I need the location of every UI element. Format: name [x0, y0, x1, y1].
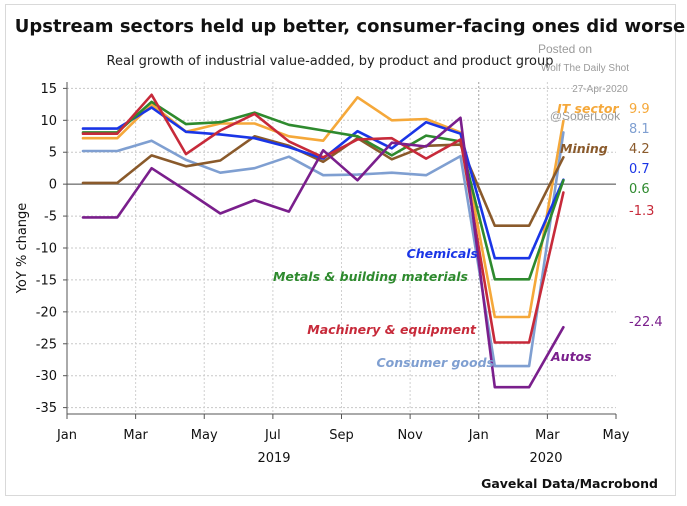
series-name-label: Autos: [550, 349, 592, 364]
x-tick-label: Jan: [56, 428, 77, 443]
y-tick-label: -30: [36, 369, 57, 384]
series-end-value: 0.6: [629, 182, 650, 197]
chart-frame: [5, 4, 676, 496]
series-name-label: Machinery & equipment: [307, 322, 477, 337]
x-tick-label: May: [191, 428, 218, 443]
x-tick-label: Jul: [264, 428, 281, 443]
chart-subtitle: Real growth of industrial value-added, b…: [107, 54, 554, 69]
x-tick-label: Sep: [329, 428, 354, 443]
series-line-2: [81, 135, 565, 227]
series-name-label: Consumer goods: [376, 355, 494, 370]
y-tick-label: 15: [40, 82, 57, 97]
series-line-5: [81, 93, 565, 344]
series-name-label: IT sector: [557, 101, 619, 116]
y-tick-label: -5: [44, 210, 57, 225]
series-name-label: Metals & building materials: [273, 269, 468, 284]
y-tick-label: 0: [49, 178, 57, 193]
y-tick-label: 5: [49, 146, 57, 161]
x-tick-label: Mar: [535, 428, 560, 443]
series-end-value: 0.7: [629, 162, 650, 177]
series-end-value: -22.4: [629, 315, 663, 330]
y-tick-label: -25: [36, 337, 57, 352]
series-end-value: 8.1: [629, 122, 650, 137]
y-tick-label: -10: [36, 242, 57, 257]
series-name-label: Mining: [560, 141, 608, 156]
x-tick-label: Jan: [468, 428, 489, 443]
series-line-6: [81, 116, 565, 389]
y-tick-label: 10: [40, 114, 57, 129]
axes: 15 10 5 0 -5 -10 -15 -20 -25 -30 -35 Jan Mar May Jul Se…: [36, 82, 630, 443]
source-label: Gavekal Data/Macrobond: [481, 476, 658, 491]
x-tick-label: Nov: [397, 428, 423, 443]
watermark-line-4: @SoberLook: [550, 109, 621, 123]
watermark-line-1: Posted on: [538, 42, 592, 56]
x-tick-label: Mar: [123, 428, 148, 443]
series-end-value: 9.9: [629, 102, 650, 117]
series-lines: [81, 93, 565, 389]
y-axis-label: YoY % change: [15, 203, 30, 295]
chart-title: Upstream sectors held up better, consume…: [15, 16, 686, 37]
y-tick-label: -15: [36, 273, 57, 288]
year-label-2020: 2020: [529, 451, 562, 466]
series-labels: IT sector 9.9 Consumer goods 8.1 Mining 4.2 Ch…: [273, 101, 663, 370]
year-label-2019: 2019: [257, 451, 290, 466]
watermark-line-3: 27-Apr-2020: [572, 84, 628, 95]
y-tick-label: -35: [36, 401, 57, 416]
x-tick-label: May: [603, 428, 630, 443]
series-line-4: [81, 100, 565, 281]
series-end-value: 4.2: [629, 142, 650, 157]
series-name-label: Chemicals: [407, 246, 478, 261]
watermark-line-2: Wolf The Daily Shot: [541, 63, 629, 74]
series-end-value: -1.3: [629, 204, 654, 219]
y-tick-label: -20: [36, 305, 57, 320]
